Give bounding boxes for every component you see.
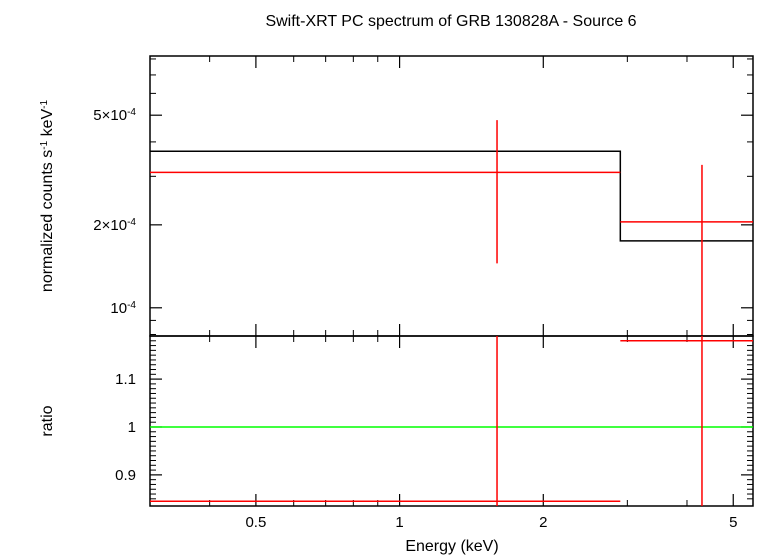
ratio-y-tick-label: 0.9 [115, 467, 136, 484]
spectrum-plot-frame [149, 55, 754, 337]
y-tick-mantissa: 2×10 [93, 217, 127, 234]
y-axis-label-sup1: -1 [39, 140, 50, 149]
y-tick-mantissa: 5×10 [93, 107, 127, 124]
ratio-y-tick-label: 1 [128, 419, 136, 436]
y-tick-label: 5×10-4 [93, 107, 136, 125]
x-tick-label: 1 [395, 514, 403, 531]
y-axis-label-main: normalized counts s [39, 150, 56, 292]
y-axis-label-spectrum: normalized counts s-1 keV-1 [39, 100, 57, 293]
ratio-y-tick-label: 1.1 [115, 371, 136, 388]
x-tick-label: 2 [539, 514, 547, 531]
y-tick-mantissa: 10 [110, 300, 127, 317]
y-axis-label-mid: keV [39, 109, 56, 141]
y-tick-label: 10-4 [110, 299, 136, 317]
y-tick-label: 2×10-4 [93, 216, 136, 234]
y-axis-label-sup2: -1 [39, 100, 50, 109]
spectrum-panel: 10-42×10-45×10-4 [93, 55, 754, 337]
model-step-line [150, 150, 753, 242]
x-axis-label: Energy (keV) [405, 538, 498, 555]
x-tick-label: 0.5 [245, 514, 266, 531]
y-tick-exponent: -4 [127, 107, 136, 118]
x-tick-label: 5 [729, 514, 737, 531]
y-tick-exponent: -4 [127, 216, 136, 227]
y-tick-exponent: -4 [127, 299, 136, 310]
chart-title: Swift-XRT PC spectrum of GRB 130828A - S… [265, 13, 636, 30]
y-axis-label-ratio: ratio [39, 405, 56, 436]
ratio-plot-frame [149, 335, 754, 507]
ratio-panel: 0.5 1 2 5 0.9 1 1.1 [115, 335, 754, 531]
